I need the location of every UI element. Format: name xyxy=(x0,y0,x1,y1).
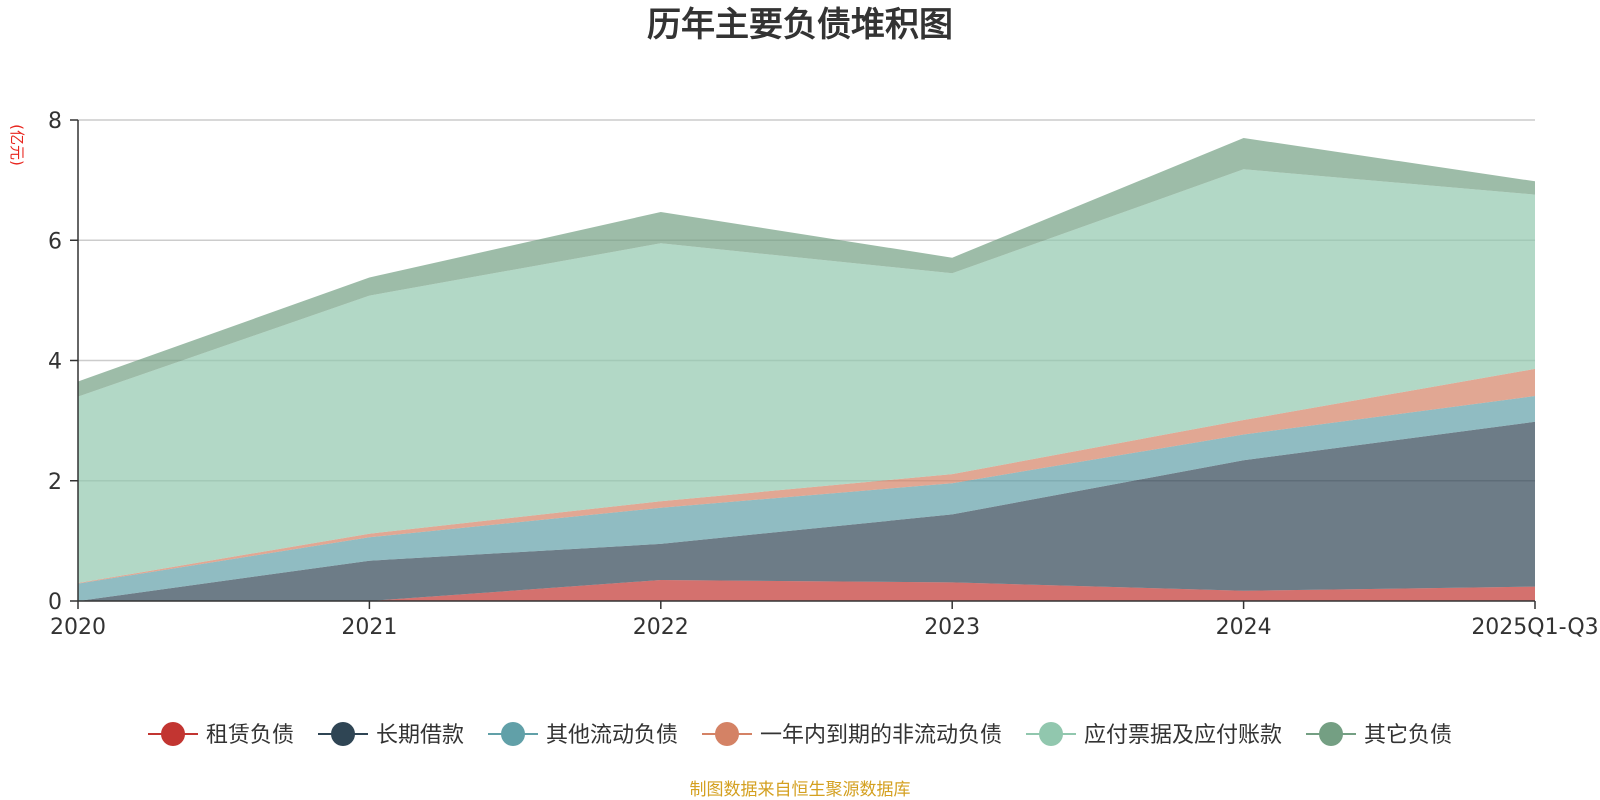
y-tick-label-3: 6 xyxy=(48,229,62,254)
x-tick-label-0: 2020 xyxy=(50,615,106,640)
x-tick-label-3: 2023 xyxy=(924,615,980,640)
y-tick-label-1: 2 xyxy=(48,470,62,495)
legend-label-5: 其它负债 xyxy=(1364,723,1452,748)
legend-label-1: 长期借款 xyxy=(376,723,464,748)
legend-marker-5 xyxy=(1319,722,1343,746)
x-axis-ticks: 2020 2021 2022 2023 2024 2025Q1-Q3 xyxy=(50,601,1599,640)
legend-item-5[interactable]: 其它负债 xyxy=(1306,722,1452,748)
legend-label-4: 应付票据及应付账款 xyxy=(1084,723,1282,748)
source-note: 制图数据来自恒生聚源数据库 xyxy=(690,780,911,800)
y-tick-label-0: 0 xyxy=(48,590,62,615)
legend-item-1[interactable]: 长期借款 xyxy=(318,722,464,748)
y-tick-label-4: 8 xyxy=(48,109,62,134)
area-series-5 xyxy=(78,138,1535,397)
area-series-1 xyxy=(78,421,1535,601)
legend-marker-2 xyxy=(501,722,525,746)
legend-label-0: 租赁负债 xyxy=(206,723,294,748)
y-tick-label-2: 4 xyxy=(48,350,62,375)
chart-title: 历年主要负债堆积图 xyxy=(647,5,953,45)
x-tick-label-2: 2022 xyxy=(633,615,689,640)
y-axis-unit-label: (亿元) xyxy=(8,124,26,166)
area-series xyxy=(78,138,1535,601)
x-tick-label-1: 2021 xyxy=(341,615,397,640)
y-axis-ticks: 0 2 4 6 8 xyxy=(48,109,78,615)
area-series-2 xyxy=(78,396,1535,601)
legend-item-0[interactable]: 租赁负债 xyxy=(148,722,294,748)
legend-item-2[interactable]: 其他流动负债 xyxy=(488,722,678,748)
legend-item-4[interactable]: 应付票据及应付账款 xyxy=(1026,722,1282,748)
legend-marker-4 xyxy=(1039,722,1063,746)
legend-label-2: 其他流动负债 xyxy=(546,723,678,748)
legend-item-3[interactable]: 一年内到期的非流动负债 xyxy=(702,722,1002,748)
area-series-4 xyxy=(78,169,1535,584)
x-tick-label-5: 2025Q1-Q3 xyxy=(1471,615,1598,640)
legend-marker-3 xyxy=(715,722,739,746)
legend-marker-1 xyxy=(331,722,355,746)
x-tick-label-4: 2024 xyxy=(1216,615,1272,640)
legend-label-3: 一年内到期的非流动负债 xyxy=(760,723,1002,748)
legend-marker-0 xyxy=(161,722,185,746)
legend: 租赁负债 长期借款 其他流动负债 一年内到期的非流动负债 应付票据及应付账款 其它负债 xyxy=(148,722,1452,748)
